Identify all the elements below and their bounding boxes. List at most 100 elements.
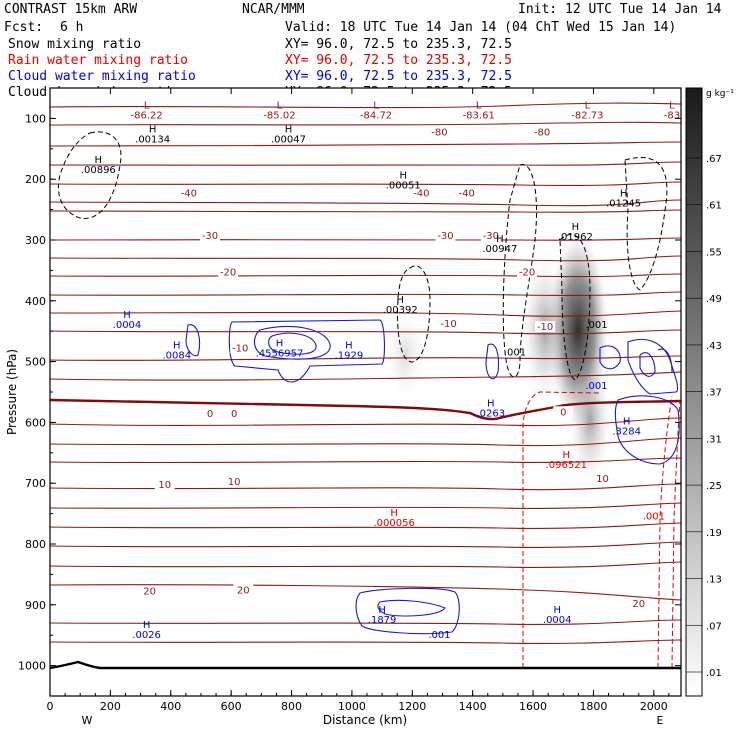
extremum-mark: L [669, 100, 675, 111]
extremum-mark: H [487, 398, 495, 409]
contour-labels: -80 -80 -40 -40 -40 -30 -30 -30 -20 -20 -10 -10 -10 0… [139, 126, 649, 610]
extremum-value: .1879 [368, 615, 397, 626]
axes: 0 200 400 600 800 1000 1200 1400 1600 1800 2000100… [18, 88, 681, 713]
contour-label: 10 [158, 480, 171, 491]
extremum-value: .00134 [135, 135, 170, 146]
contour-label-bg [200, 229, 221, 241]
extremum-value: .0004 [543, 615, 572, 626]
extremum-mark: H [553, 605, 561, 616]
extremum-mark: L [476, 100, 482, 111]
x-tick-label: 200 [100, 700, 121, 713]
contour-label: 0 [231, 409, 237, 420]
colorbar-tick-label: .37 [706, 388, 722, 399]
extremum-mark: H [95, 155, 103, 166]
colorbar-tick-label: .31 [706, 434, 722, 445]
extremum-value: .00896 [81, 165, 116, 176]
extremum-mark: H [563, 450, 571, 461]
extremum-value: -86.22 [130, 110, 162, 121]
zero-isotherm [50, 398, 681, 421]
contour-label: -30 [483, 231, 499, 242]
extremum-value: .0263 [476, 408, 505, 419]
legend-field-name: Rain water mixing ratio [8, 53, 188, 68]
extremum-mark: H [390, 508, 398, 519]
legend-field-xy: XY= 96.0, 72.5 to 235.3, 72.5 [285, 37, 512, 52]
extremum-value: -82.73 [571, 110, 603, 121]
extremum-mark: L [144, 100, 150, 111]
y-axis-title: Pressure (hPa) [5, 349, 19, 435]
extremum-value: .001 [585, 381, 607, 392]
extremum-value: .01245 [606, 199, 641, 210]
extremum-mark: H [623, 417, 631, 428]
contour-label: 20 [237, 585, 250, 596]
y-tick-label: 200 [25, 173, 46, 186]
extremum-value: .001 [428, 630, 450, 641]
extremum-mark: L [585, 100, 591, 111]
contour-label: -20 [220, 267, 236, 278]
x-tick-label: 1200 [398, 700, 426, 713]
contour-label-bg [200, 408, 221, 420]
extremum-mark: H [149, 125, 157, 136]
temperature-contours [50, 102, 681, 645]
contour-label-bg [456, 187, 477, 199]
contour-label: 10 [228, 477, 241, 488]
legend-field-name: Cloud water mixing ratio [8, 69, 196, 84]
contour-label-bg [233, 584, 254, 596]
y-tick-label: 1000 [18, 660, 46, 673]
extremum-mark: H [496, 234, 504, 245]
shading-faint [385, 310, 425, 400]
colorbar [685, 87, 703, 697]
valid-time: Valid: 18 UTC Tue 14 Jan 14 (04 ChT Wed … [285, 20, 676, 35]
extremum-value: -83.61 [463, 110, 495, 121]
contour-label: -80 [431, 128, 447, 139]
contour-label: -30 [437, 231, 453, 242]
x-tick-label: 0 [47, 700, 54, 713]
contour-label-bg [438, 318, 459, 330]
y-tick-label: 800 [25, 538, 46, 551]
cloud-water-contours [185, 319, 680, 635]
contour-label: -40 [181, 188, 197, 199]
extremum-value: .00047 [271, 135, 306, 146]
contour-label: -80 [534, 128, 550, 139]
init-time: Init: 12 UTC Tue 14 Jan 14 [518, 2, 722, 17]
forecast-label: Fcst: [4, 20, 43, 35]
organization-label: NCAR/MMM [242, 2, 305, 17]
extremum-value: .0004 [113, 320, 142, 331]
extremum-mark: H [285, 125, 293, 136]
extremum-value: .00051 [386, 180, 421, 191]
extremum-mark: H [572, 222, 580, 233]
contour-label: -10 [537, 322, 553, 333]
rain-water-contours [522, 391, 681, 669]
extremum-value: -84.72 [360, 110, 392, 121]
x-tick-label: 2000 [640, 700, 668, 713]
extrema-markers: L-86.22L-85.02L-84.72L-83.61L-82.73L-83H… [81, 100, 680, 641]
colorbar-tick-label: .49 [706, 294, 722, 305]
colorbar-tick-label: .43 [706, 341, 722, 352]
legend-field-name: Snow mixing ratio [8, 37, 141, 52]
contour-label-bg [628, 597, 649, 609]
contour-label-bg [154, 479, 175, 491]
extremum-value: -83 [664, 110, 680, 121]
extremum-value: .01962 [558, 232, 593, 243]
extremum-value: .096521 [546, 460, 587, 471]
legend-field-xy: XY= 96.0, 72.5 to 235.3, 72.5 [285, 69, 512, 84]
west-label: W [82, 714, 93, 727]
extremum-value: .0026 [132, 630, 161, 641]
extremum-mark: H [345, 341, 353, 352]
legend-field-xy: XY= 96.0, 72.5 to 235.3, 72.5 [285, 53, 512, 68]
contour-label-bg [411, 187, 432, 199]
extremum-mark: L [277, 100, 283, 111]
x-tick-label: 1800 [579, 700, 607, 713]
colorbar-tick-label: .67 [706, 154, 722, 165]
y-tick-label: 900 [25, 599, 46, 612]
colorbar-tick-label: .07 [706, 621, 722, 632]
extremum-mark: H [276, 339, 284, 350]
contour-label: -10 [440, 319, 456, 330]
ground-surface [49, 660, 681, 670]
x-axis-title: Distance (km) [323, 713, 407, 727]
contour-label: -10 [232, 343, 248, 354]
contour-label-bg [435, 229, 456, 241]
extremum-value: .00947 [482, 244, 517, 255]
contour-label-bg [532, 126, 553, 138]
colorbar-tick-label: .25 [706, 481, 722, 492]
